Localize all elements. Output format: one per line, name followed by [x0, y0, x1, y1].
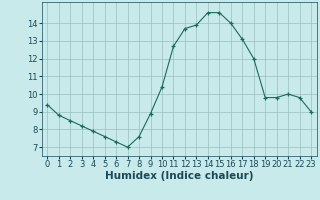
X-axis label: Humidex (Indice chaleur): Humidex (Indice chaleur): [105, 171, 253, 181]
